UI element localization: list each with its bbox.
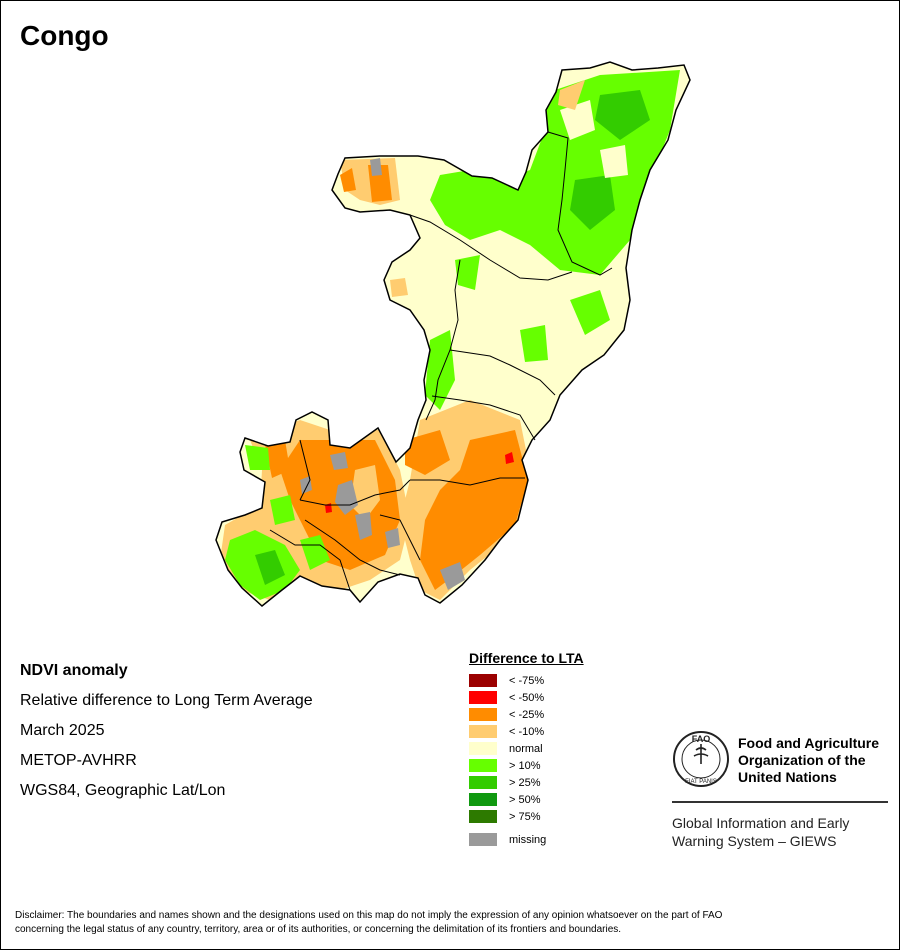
period-label: March 2025 [20,722,105,739]
legend-swatch [469,833,497,846]
legend-item: > 25% [469,774,584,791]
legend-item: < -25% [469,706,584,723]
legend-label: < -25% [509,708,545,721]
department-boundaries [269,131,613,591]
disclaimer: Disclaimer: The boundaries and names sho… [15,909,885,937]
sensor-label: METOP-AVHRR [20,752,137,769]
legend: Difference to LTA < -75% < -50% < -25% < -1… [469,650,584,848]
legend-label: > 25% [509,776,541,789]
legend-label: normal [509,742,543,755]
legend-item: > 10% [469,757,584,774]
map-info: NDVI anomaly Relative difference to Long… [20,656,313,806]
legend-item: > 75% [469,808,584,825]
program-name: Global Information and Early Warning Sys… [672,814,892,850]
divider [672,801,888,803]
map-title: Congo [20,20,109,51]
legend-swatch [469,793,497,806]
index-description: Relative difference to Long Term Average [20,692,313,709]
disclaimer-line: Disclaimer: The boundaries and names sho… [15,910,723,921]
legend-item: < -75% [469,672,584,689]
legend-swatch [469,674,497,687]
organization-name-line: Organization of the [738,752,866,768]
legend-item: < -50% [469,689,584,706]
legend-swatch [469,742,497,755]
legend-swatch [469,691,497,704]
organization-name-line: United Nations [738,769,837,785]
legend-swatch [469,725,497,738]
legend-label: > 50% [509,793,541,806]
legend-item: > 50% [469,791,584,808]
fao-logo-icon: FAO FIAT PANIS [673,731,729,787]
map-canvas [215,61,691,607]
program-name-line: Warning System – GIEWS [672,833,837,849]
legend-item: normal [469,740,584,757]
legend-items: < -75% < -50% < -25% < -10% normal > 10% > 25%… [469,672,584,825]
legend-label: > 10% [509,759,541,772]
legend-label: missing [509,833,547,846]
projection-label: WGS84, Geographic Lat/Lon [20,782,226,799]
legend-label: < -50% [509,691,545,704]
legend-label: < -75% [509,674,545,687]
legend-swatch [469,708,497,721]
legend-label: > 75% [509,810,541,823]
fao-logo-motto: FIAT PANIS [685,779,717,785]
index-name: NDVI anomaly [20,662,128,679]
disclaimer-line: concerning the legal status of any count… [15,924,622,935]
legend-swatch [469,776,497,789]
legend-swatch [469,759,497,772]
organization-name-line: Food and Agriculture [738,735,880,751]
legend-item-missing: missing [469,831,584,848]
program-name-line: Global Information and Early [672,815,850,831]
legend-label: < -10% [509,725,545,738]
fao-logo-letters: FAO [692,734,711,744]
legend-title: Difference to LTA [469,650,584,666]
legend-item: < -10% [469,723,584,740]
legend-swatch [469,810,497,823]
organization-name: Food and Agriculture Organization of the… [738,735,893,786]
